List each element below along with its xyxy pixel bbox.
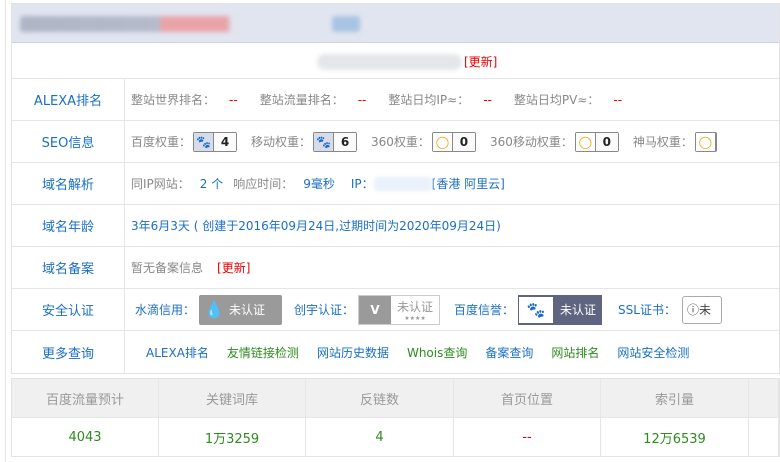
header-index: 索引量 [601,379,749,418]
badge-text: 未认证 [397,299,434,314]
value-index[interactable]: 12万6539 [601,418,749,456]
ip-label: IP： [350,177,374,191]
row-label: ALEXA排名 [12,79,125,120]
360-icon: ◯ [575,132,596,151]
world-rank-label: 整站世界排名： [131,93,216,107]
daily-ip-label: 整站日均IP≈： [388,93,470,107]
shenma-weight-label: 神马权重： [632,135,693,149]
more-queries-row: 更多查询 ALEXA排名 友情链接检测 网站历史数据 Whois查询 备案查询 … [12,331,779,373]
shenma-weight-badge[interactable]: ◯ [694,131,717,152]
baidu-weight-label: 百度权重： [131,135,192,149]
row-label: SEO信息 [12,121,125,162]
friend-link-check-link[interactable]: 友情链接检测 [226,345,299,360]
left-border [5,0,6,462]
value-backlinks[interactable]: 4 [306,418,454,456]
shenma-icon: ◯ [695,132,716,151]
chuangyu-badge[interactable]: V 未认证 ★★★★ [358,294,441,325]
baidu-paw-icon: 🐾 [518,295,555,324]
response-time-label: 响应时间： [233,177,294,191]
baidu-weight-badge[interactable]: 🐾 4 [193,131,238,152]
traffic-rank-value: -- [357,92,367,107]
world-rank-value: -- [229,92,238,107]
blurred-tag [332,16,360,32]
row-label: 域名年龄 [12,205,125,246]
badge-text: 未认证 [229,303,266,317]
update-link[interactable]: [更新] [464,55,498,69]
value-baidu-traffic: 4043 [12,418,159,456]
360-weight-label: 360权重： [371,135,430,149]
header-backlinks: 反链数 [306,379,454,418]
ssl-label: SSL证书： [618,303,676,317]
header-baidu-traffic: 百度流量预计 [12,379,159,418]
header-keywords: 关键词库 [159,379,306,418]
domain-age-row: 域名年龄 3年6月3天 ( 创建于2016年09月24日,过期时间为2020年0… [12,205,779,247]
daily-pv-value: -- [613,92,623,107]
alexa-row: ALEXA排名 整站世界排名： -- 整站流量排名： -- 整站日均IP≈： -- 整… [12,79,779,121]
badge-value: 6 [334,132,357,151]
update-row: [更新] [12,43,779,79]
row-label: 域名备案 [12,247,125,288]
chuangyu-label: 创宇认证： [294,303,355,317]
ssl-badge[interactable]: ⓘ 未 [681,295,722,324]
value-extra [749,418,779,456]
stars: ★★★★ [404,314,426,322]
security-row: 安全认证 水滴信用： 💧 未认证 创宇认证： V 未认证 ★★★★ 百度信誉： 🐾 未认… [12,289,779,331]
baidu-paw-icon: 🐾 [314,132,335,151]
v-laurel-icon: V [359,295,392,324]
shuidi-label: 水滴信用： [135,303,196,317]
shuidi-badge[interactable]: 💧 未认证 [199,294,283,325]
value-keywords[interactable]: 1万3259 [159,418,306,456]
daily-ip-value: -- [483,92,492,107]
360-mobile-weight-label: 360移动权重： [489,135,573,149]
traffic-rank-label: 整站流量排名： [259,93,344,107]
badge-text: 未认证 [560,303,597,317]
site-security-link[interactable]: 网站安全检测 [617,345,690,360]
badge-value: 0 [452,132,475,151]
response-time-value: 9毫秒 [303,177,335,191]
seo-row: SEO信息 百度权重： 🐾 4 移动权重： 🐾 6 360权重： ◯ 0 360移动权… [12,121,779,163]
alexa-rank-link[interactable]: ALEXA排名 [146,345,209,360]
site-rank-link[interactable]: 网站排名 [551,345,600,360]
badge-value: 4 [214,132,237,151]
info-icon: ⓘ [686,303,699,317]
360-mobile-weight-badge[interactable]: ◯ 0 [574,131,619,152]
same-ip-link[interactable]: 2 个 [199,177,224,191]
badge-value: 0 [595,132,618,151]
mobile-weight-label: 移动权重： [251,135,312,149]
blurred-time [317,54,462,70]
ip-location[interactable]: [香港 阿里云] [431,177,505,191]
site-info-panel: [更新] ALEXA排名 整站世界排名： -- 整站流量排名： -- 整站日均IP≈… [11,3,780,374]
row-label: 安全认证 [12,289,125,330]
value-homepage-position: -- [454,418,601,456]
daily-pv-label: 整站日均PV≈： [513,93,600,107]
360-icon: ◯ [432,132,453,151]
baidu-paw-icon: 🐾 [194,132,215,151]
icp-row: 域名备案 暂无备案信息 [更新] [12,247,779,289]
stats-table: 百度流量预计 关键词库 反链数 首页位置 索引量 4043 1万3259 4 -… [11,378,780,457]
baidu-credit-badge[interactable]: 🐾 未认证 [518,294,603,325]
icp-update-link[interactable]: [更新] [217,261,251,275]
panel-header [12,4,779,43]
baidu-credit-label: 百度信誉： [454,303,515,317]
history-data-link[interactable]: 网站历史数据 [316,345,389,360]
whois-link[interactable]: Whois查询 [406,345,468,360]
header-homepage-position: 首页位置 [454,379,601,418]
blurred-ip [373,176,432,191]
header-extra [749,379,779,418]
icp-value: 暂无备案信息 [131,261,204,275]
icp-query-link[interactable]: 备案查询 [485,345,534,360]
360-weight-badge[interactable]: ◯ 0 [431,131,476,152]
dns-row: 域名解析 同IP网站： 2 个 响应时间： 9毫秒 IP： [香港 阿里云] [12,163,779,205]
mobile-weight-badge[interactable]: 🐾 6 [313,131,358,152]
blurred-domain-title [20,16,250,32]
domain-age-value: 3年6月3天 ( 创建于2016年09月24日,过期时间为2020年09月24日… [131,219,501,233]
row-label: 域名解析 [12,163,125,204]
row-label: 更多查询 [12,331,125,373]
badge-text: 未 [698,303,711,317]
same-ip-label: 同IP网站： [131,177,190,191]
water-drop-icon: 💧 [204,300,224,319]
